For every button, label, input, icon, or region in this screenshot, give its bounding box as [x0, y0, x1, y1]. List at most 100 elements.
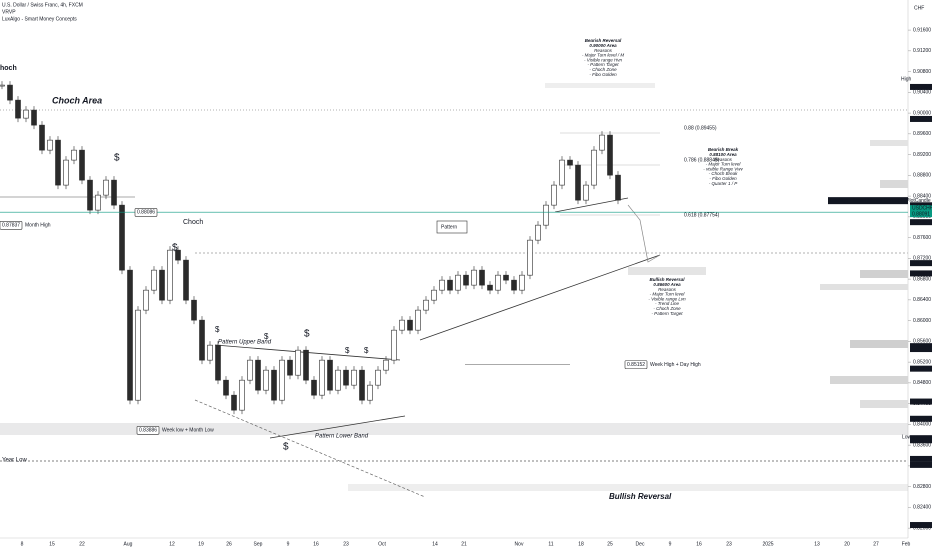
y-tick-label: 0.86800 [913, 276, 931, 282]
candle [415, 309, 421, 331]
price-label: 0.83694 [912, 438, 930, 444]
projection-arrow [627, 204, 661, 263]
candle [119, 204, 125, 271]
x-tick-label: Dec [636, 541, 645, 547]
candle [391, 329, 397, 361]
volume-profile [820, 140, 908, 408]
price-label: 0.85074 [912, 366, 930, 372]
y-tick-label: 0.88400 [913, 193, 931, 199]
x-tick-label: 27 [873, 541, 879, 547]
level-value: 0.88086 [137, 210, 155, 216]
annotation: $ [264, 332, 269, 341]
candle [559, 159, 565, 186]
level-box [134, 208, 158, 217]
y-tick-label: 0.82000 [913, 525, 931, 531]
price-label-box [910, 398, 932, 405]
price-label: 0.84108 [912, 416, 930, 422]
y-tick-label: 0.85200 [913, 359, 931, 365]
price-label-box [910, 415, 932, 422]
price-label: 0.83219 [912, 462, 930, 468]
y-tick-label: 0.82800 [913, 484, 931, 490]
zone [545, 83, 655, 88]
profile-bar [870, 140, 908, 146]
candle [399, 319, 405, 331]
note-line: - Trend Line [655, 301, 679, 306]
last-price-box [910, 205, 932, 218]
trend-line [194, 399, 426, 498]
level-label: Week High + Day High [650, 362, 701, 368]
note-line: Bullish Reversal [649, 277, 685, 282]
level-box [624, 360, 648, 369]
header-indicator: VRVP [2, 9, 16, 15]
price-label: 0.87108 [912, 260, 930, 266]
high-label: High [901, 76, 912, 82]
y-tick-label: 0.82400 [913, 505, 931, 511]
price-label-box [910, 522, 932, 529]
zone [0, 423, 908, 435]
note-line: Bearish Break [708, 147, 739, 152]
y-tick-label: 0.83600 [913, 442, 931, 448]
zone [348, 484, 908, 491]
candle [175, 249, 181, 261]
price-label-box [910, 455, 932, 462]
annotation: Pattern Lower Band [315, 434, 369, 440]
candle [79, 149, 85, 181]
annotation: Bullish Reversal [609, 492, 672, 501]
annotation: $ [215, 325, 220, 334]
price-label: 0.89887 [912, 116, 930, 122]
candle [527, 239, 533, 276]
note-line: - Major Turn level [650, 292, 686, 297]
level-box [0, 221, 23, 230]
price-label-box [910, 346, 932, 353]
note-line: - Choch Break [709, 171, 739, 176]
candle [95, 194, 101, 211]
candle [511, 279, 517, 291]
x-tick-label: Sep [254, 541, 263, 547]
price-label-box [910, 461, 932, 468]
x-tick-label: 2025 [762, 541, 773, 547]
level-value: 0.83886 [139, 428, 157, 434]
candle [135, 309, 141, 401]
candle [431, 289, 437, 301]
note-line: Bearish Reversal [585, 38, 622, 43]
annotation: $ [283, 442, 289, 453]
y-tick-label: 0.84000 [913, 422, 931, 428]
annotation: $ [364, 346, 369, 355]
level-value: 0.87837 [2, 223, 20, 229]
price-label-box [910, 115, 932, 122]
candle [191, 299, 197, 321]
candle [447, 279, 453, 291]
price-label: 0.82060 [912, 522, 930, 528]
level-box [136, 425, 160, 435]
profile-bar [820, 284, 908, 290]
pattern-lower-band [269, 415, 406, 439]
candle [439, 279, 445, 291]
plot-label: LuxAlgo - Smart Money Concepts PlotCandl… [830, 198, 931, 204]
y-tick-label: 0.84800 [913, 380, 931, 386]
candle [183, 259, 189, 301]
y-tick-label: 0.85600 [913, 339, 931, 345]
price-label-box [910, 437, 932, 444]
candle [47, 139, 53, 151]
candle [535, 224, 541, 241]
candle [327, 359, 333, 391]
candle [15, 99, 21, 119]
price-label-box [910, 83, 932, 90]
x-tick-label: 15 [49, 541, 55, 547]
candle [479, 269, 485, 286]
level-label: Month High [25, 223, 51, 229]
y-tick-label: 0.90800 [913, 69, 931, 75]
candle [231, 394, 237, 411]
symbol: USDCHF [912, 205, 932, 211]
y-tick-label: 0.88800 [913, 173, 931, 179]
price-label-box [910, 260, 932, 267]
candle [543, 204, 549, 226]
annotation: Pattern Upper Band [218, 340, 272, 346]
candle [343, 369, 349, 386]
note-line: - Major Turn level / M [582, 53, 624, 58]
candle [335, 369, 341, 391]
candle [383, 359, 389, 371]
annotation: Choch [183, 219, 203, 226]
candle [87, 179, 93, 211]
